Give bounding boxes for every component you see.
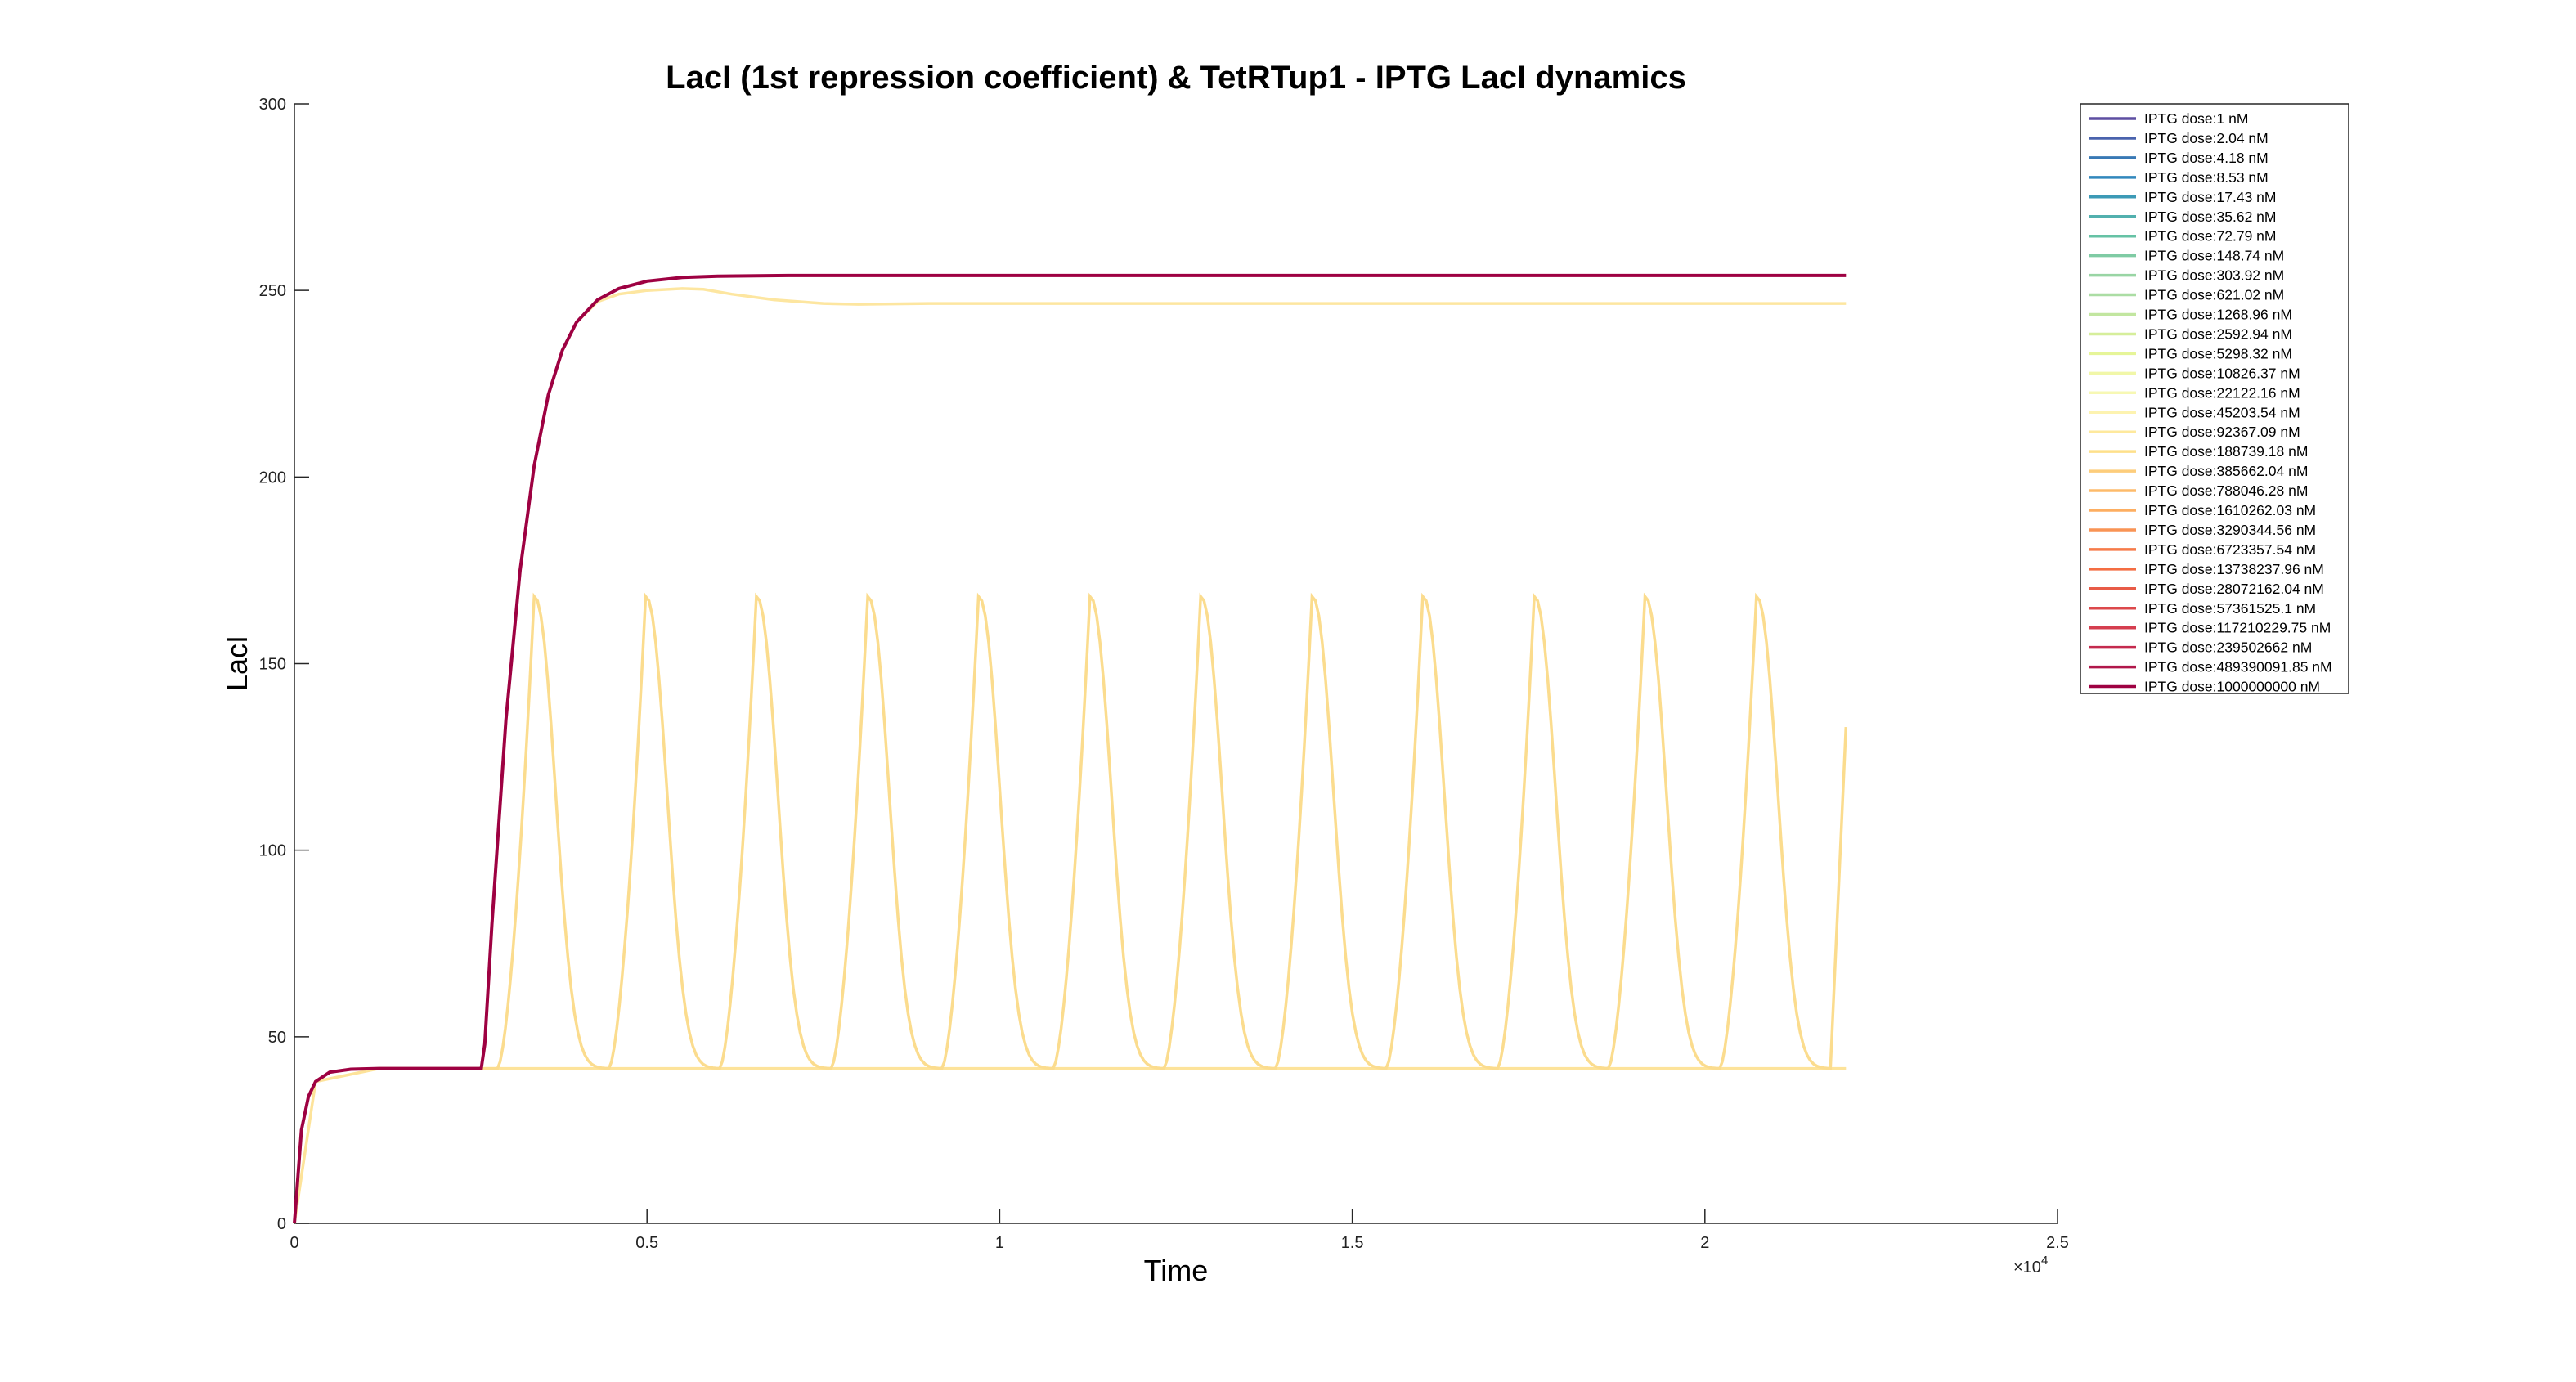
legend-item[interactable]: IPTG dose:57361525.1 nM bbox=[2089, 600, 2316, 617]
legend-item[interactable]: IPTG dose:385662.04 nM bbox=[2089, 463, 2308, 479]
legend-label: IPTG dose:57361525.1 nM bbox=[2144, 600, 2316, 617]
legend-label: IPTG dose:117210229.75 nM bbox=[2144, 620, 2331, 636]
legend-item[interactable]: IPTG dose:188739.18 nM bbox=[2089, 443, 2308, 460]
legend-item[interactable]: IPTG dose:1 nM bbox=[2089, 110, 2248, 127]
legend-label: IPTG dose:8.53 nM bbox=[2144, 169, 2269, 186]
x-exponent-base: ×10 bbox=[2013, 1259, 2041, 1277]
series-line-oscillating bbox=[293, 592, 1848, 1224]
legend-label: IPTG dose:45203.54 nM bbox=[2144, 404, 2300, 420]
x-exponent-power: 4 bbox=[2041, 1254, 2048, 1268]
legend-label: IPTG dose:1268.96 nM bbox=[2144, 307, 2292, 323]
legend-item[interactable]: IPTG dose:148.74 nM bbox=[2089, 248, 2284, 264]
legend-label: IPTG dose:5298.32 nM bbox=[2144, 345, 2292, 361]
legend-label: IPTG dose:239502662 nM bbox=[2144, 639, 2312, 656]
x-tick-label: 2.5 bbox=[2046, 1234, 2069, 1252]
legend-item[interactable]: IPTG dose:1000000000 nM bbox=[2089, 679, 2320, 695]
y-tick-label: 150 bbox=[259, 656, 286, 674]
legend-label: IPTG dose:17.43 nM bbox=[2144, 189, 2276, 205]
legend-label: IPTG dose:3290344.56 nM bbox=[2144, 522, 2316, 538]
legend-item[interactable]: IPTG dose:2.04 nM bbox=[2089, 130, 2269, 146]
legend-item[interactable]: IPTG dose:621.02 nM bbox=[2089, 287, 2284, 303]
legend-item[interactable]: IPTG dose:5298.32 nM bbox=[2089, 345, 2292, 361]
y-ticks: 0 50 100 150 200 250 300 bbox=[259, 96, 309, 1233]
legend-label: IPTG dose:1000000000 nM bbox=[2144, 679, 2320, 695]
x-tick-label: 2 bbox=[1700, 1234, 1709, 1252]
x-tick-label: 0 bbox=[289, 1234, 298, 1252]
legend-item[interactable]: IPTG dose:6723357.54 nM bbox=[2089, 541, 2316, 558]
y-axis-label: LacI bbox=[220, 635, 254, 691]
legend-label: IPTG dose:2592.94 nM bbox=[2144, 325, 2292, 342]
series-line-max-dose bbox=[293, 273, 1847, 1224]
legend-label: IPTG dose:92367.09 nM bbox=[2144, 424, 2300, 440]
legend-item[interactable]: IPTG dose:2592.94 nM bbox=[2089, 325, 2292, 342]
y-tick-label: 250 bbox=[259, 282, 286, 300]
legend-item[interactable]: IPTG dose:45203.54 nM bbox=[2089, 404, 2300, 420]
legend-item[interactable]: IPTG dose:22122.16 nM bbox=[2089, 384, 2300, 401]
legend-item[interactable]: IPTG dose:4.18 nM bbox=[2089, 150, 2269, 166]
legend-item[interactable]: IPTG dose:8.53 nM bbox=[2089, 169, 2269, 186]
legend-item[interactable]: IPTG dose:3290344.56 nM bbox=[2089, 522, 2316, 538]
legend-item[interactable]: IPTG dose:303.92 nM bbox=[2089, 267, 2284, 284]
legend-label: IPTG dose:385662.04 nM bbox=[2144, 463, 2308, 479]
axes-frame bbox=[294, 104, 2058, 1224]
legend-label: IPTG dose:13738237.96 nM bbox=[2144, 561, 2324, 577]
x-tick-label: 1 bbox=[995, 1234, 1004, 1252]
legend-item[interactable]: IPTG dose:1268.96 nM bbox=[2089, 307, 2292, 323]
legend-box bbox=[2080, 103, 2349, 694]
legend-label: IPTG dose:1 nM bbox=[2144, 110, 2248, 127]
legend-label: IPTG dose:621.02 nM bbox=[2144, 287, 2284, 303]
legend-label: IPTG dose:788046.28 nM bbox=[2144, 482, 2308, 499]
legend-label: IPTG dose:188739.18 nM bbox=[2144, 443, 2308, 460]
legend-label: IPTG dose:148.74 nM bbox=[2144, 248, 2284, 264]
legend-item[interactable]: IPTG dose:17.43 nM bbox=[2089, 189, 2276, 205]
chart-title: LacI (1st repression coefficient) & TetR… bbox=[666, 60, 1686, 96]
legend-item[interactable]: IPTG dose:28072162.04 nM bbox=[2089, 581, 2324, 597]
legend-item[interactable]: IPTG dose:72.79 nM bbox=[2089, 228, 2276, 245]
x-tick-label: 0.5 bbox=[635, 1234, 658, 1252]
legend-items: IPTG dose:1 nM IPTG dose:2.04 nM IPTG dose… bbox=[2089, 110, 2332, 695]
legend-item[interactable]: IPTG dose:10826.37 nM bbox=[2089, 365, 2300, 381]
x-tick-label: 1.5 bbox=[1341, 1234, 1364, 1252]
legend-label: IPTG dose:72.79 nM bbox=[2144, 228, 2276, 245]
legend-item[interactable]: IPTG dose:788046.28 nM bbox=[2089, 482, 2308, 499]
y-tick-label: 300 bbox=[259, 96, 286, 114]
x-ticks: 0 0.5 1 1.5 2 2.5 bbox=[289, 1209, 2069, 1252]
legend-label: IPTG dose:35.62 nM bbox=[2144, 209, 2276, 225]
legend-label: IPTG dose:1610262.03 nM bbox=[2144, 502, 2316, 518]
legend-label: IPTG dose:303.92 nM bbox=[2144, 267, 2284, 284]
y-tick-label: 200 bbox=[259, 469, 286, 487]
legend-item[interactable]: IPTG dose:35.62 nM bbox=[2089, 209, 2276, 225]
legend[interactable]: IPTG dose:1 nM IPTG dose:2.04 nM IPTG dose… bbox=[2080, 103, 2349, 695]
legend-item[interactable]: IPTG dose:13738237.96 nM bbox=[2089, 561, 2324, 577]
legend-label: IPTG dose:2.04 nM bbox=[2144, 130, 2269, 146]
legend-label: IPTG dose:22122.16 nM bbox=[2144, 384, 2300, 401]
series-layer bbox=[293, 273, 1848, 1224]
legend-label: IPTG dose:6723357.54 nM bbox=[2144, 541, 2316, 558]
legend-label: IPTG dose:489390091.85 nM bbox=[2144, 659, 2332, 675]
y-tick-label: 0 bbox=[277, 1215, 286, 1233]
x-axis-label: Time bbox=[1144, 1254, 1209, 1287]
x-exponent-label: ×104 bbox=[2013, 1254, 2048, 1277]
y-tick-label: 100 bbox=[259, 842, 286, 860]
series-line-baseline bbox=[293, 1066, 1847, 1224]
legend-item[interactable]: IPTG dose:117210229.75 nM bbox=[2089, 620, 2331, 636]
legend-item[interactable]: IPTG dose:1610262.03 nM bbox=[2089, 502, 2316, 518]
legend-label: IPTG dose:28072162.04 nM bbox=[2144, 581, 2324, 597]
legend-item[interactable]: IPTG dose:239502662 nM bbox=[2089, 639, 2312, 656]
legend-item[interactable]: IPTG dose:489390091.85 nM bbox=[2089, 659, 2332, 675]
legend-label: IPTG dose:10826.37 nM bbox=[2144, 365, 2300, 381]
legend-item[interactable]: IPTG dose:92367.09 nM bbox=[2089, 424, 2300, 440]
y-tick-label: 50 bbox=[268, 1029, 286, 1047]
legend-label: IPTG dose:4.18 nM bbox=[2144, 150, 2269, 166]
